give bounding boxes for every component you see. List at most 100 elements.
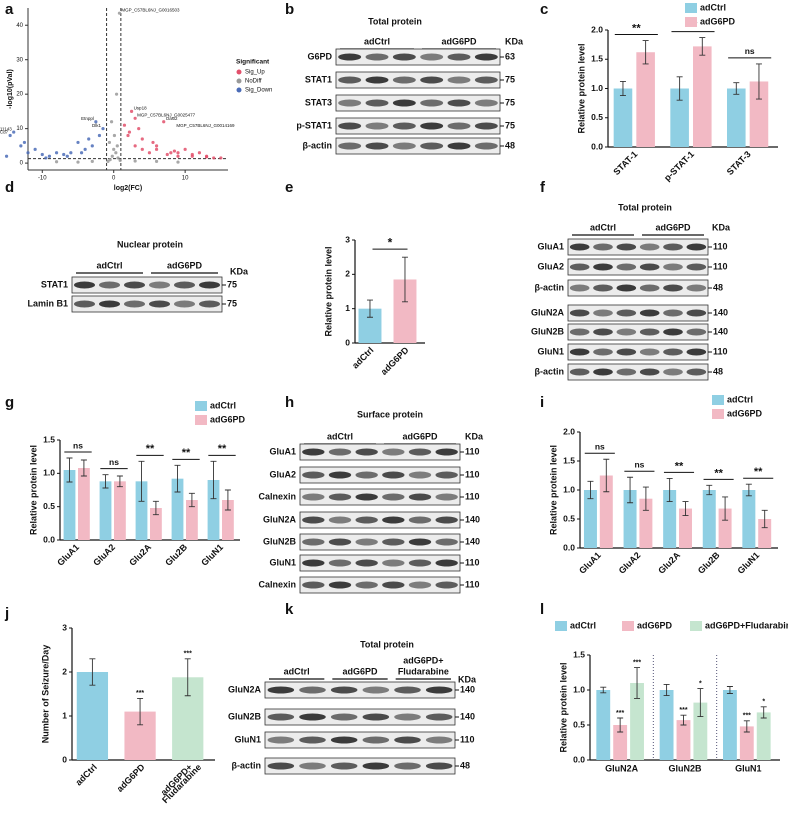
gene-label: Cd7 (0, 130, 9, 135)
group-label: adG6PD+ (403, 655, 443, 665)
band (639, 309, 660, 317)
point (106, 159, 110, 163)
blot-title: Nuclear protein (117, 239, 183, 249)
band (74, 281, 95, 289)
band (299, 686, 326, 694)
error-bar (745, 483, 752, 497)
y-tick-label: 10 (16, 126, 23, 132)
significance-label: ** (146, 443, 155, 455)
significance-label: * (388, 235, 393, 249)
point (154, 147, 159, 151)
band (447, 53, 471, 61)
group-label: adG6PD (402, 431, 438, 441)
x-tick-label: adG6PD (115, 762, 147, 794)
y-tick-label: 1.0 (573, 684, 585, 694)
legend-swatch (685, 3, 697, 13)
band (447, 76, 471, 84)
band (663, 243, 683, 251)
significance-label: ** (632, 22, 641, 34)
y-tick-label: 1.5 (43, 434, 55, 444)
band (408, 516, 432, 524)
significance-label: *** (184, 651, 192, 658)
legend-title: Significant (236, 59, 270, 66)
group-label: adCtrl (284, 666, 310, 676)
band (362, 686, 390, 694)
band (302, 581, 325, 589)
row-label: STAT1 (305, 74, 332, 84)
error-bar (152, 500, 159, 516)
band (149, 300, 170, 308)
point (117, 11, 122, 15)
kda-label: 110 (465, 491, 480, 501)
band (639, 243, 660, 251)
y-tick-label: 0.0 (43, 534, 55, 544)
error-bar (760, 706, 767, 719)
point (176, 151, 180, 155)
significance-label: ** (714, 467, 723, 479)
band (365, 99, 389, 107)
band (330, 762, 358, 770)
band (616, 309, 637, 317)
legend-swatch (685, 17, 697, 27)
gene-label: Etnppl (81, 116, 94, 121)
y-axis-label: Relative protein level (576, 43, 586, 133)
bar (393, 279, 417, 343)
band (435, 581, 458, 589)
x-tick-label: GluN1 (735, 550, 761, 576)
row-label: GluA2 (537, 261, 564, 271)
band (435, 471, 458, 479)
y-tick-label: 20 (16, 92, 23, 98)
y-axis-label: Relative protein level (548, 445, 558, 535)
kda-unit: KDa (458, 674, 477, 684)
y-tick-label: 40 (16, 23, 23, 29)
band (328, 559, 352, 567)
bar (63, 470, 76, 540)
band (392, 76, 416, 84)
bar (702, 490, 716, 548)
error-bar (184, 658, 191, 697)
band (355, 448, 378, 456)
bar (723, 690, 737, 760)
band (593, 368, 613, 376)
x-tick-label: GluN1 (735, 763, 762, 773)
band (199, 281, 220, 289)
panel-label: g (5, 394, 14, 411)
band (639, 263, 660, 271)
error-bar (600, 686, 607, 694)
band (686, 263, 707, 271)
point (76, 160, 80, 164)
group-label: adG6PD (342, 666, 378, 676)
error-bar (116, 475, 123, 488)
legend-label: adG6PD (727, 408, 763, 418)
point (54, 151, 59, 155)
band (392, 142, 416, 150)
band (328, 448, 352, 456)
point (133, 144, 137, 148)
point (176, 154, 180, 158)
kda-label: 140 (460, 684, 475, 694)
error-bar (627, 476, 634, 504)
row-label: GluN1 (269, 557, 296, 567)
band (338, 76, 362, 84)
y-axis-label: Relative protein level (558, 662, 568, 752)
kda-label: 110 (713, 261, 728, 271)
panel-label: j (4, 605, 9, 622)
gene-label: Oasl2 (166, 116, 178, 121)
point (151, 140, 155, 145)
band (365, 76, 389, 84)
band (686, 348, 707, 356)
y-axis-label: Relative protein level (323, 246, 333, 336)
band (328, 538, 352, 546)
point (40, 152, 44, 157)
band (569, 309, 590, 317)
bar (663, 490, 677, 548)
point (147, 151, 152, 155)
error-bar (366, 299, 373, 318)
band (330, 686, 358, 694)
row-label: GluN2B (228, 711, 262, 721)
point (133, 159, 137, 163)
bar (742, 490, 756, 548)
y-tick-label: 30 (16, 57, 23, 63)
error-bar (697, 688, 704, 718)
